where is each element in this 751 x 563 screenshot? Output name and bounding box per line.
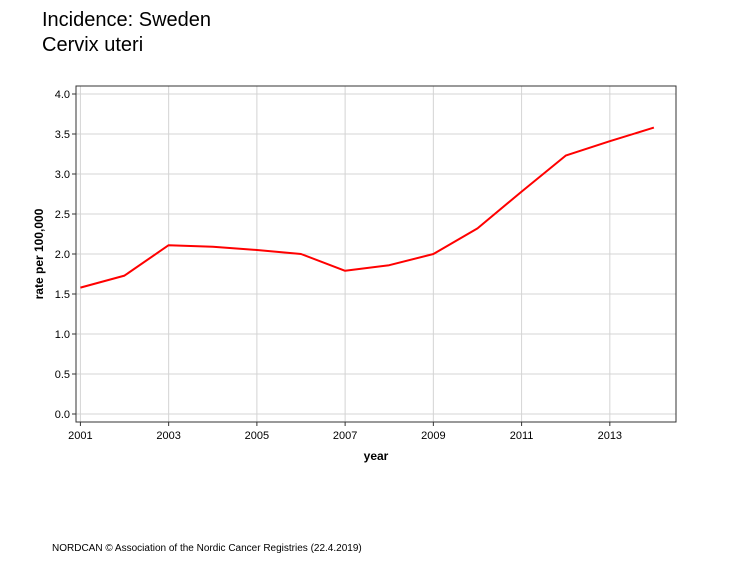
chart-title: Incidence: Sweden	[42, 9, 212, 31]
x-tick-label: 2011	[510, 430, 534, 442]
x-tick-label: 2001	[68, 430, 92, 442]
y-axis-label: rate per 100,000	[32, 208, 46, 299]
incidence-series-line	[80, 126, 655, 289]
y-tick-label: 1.5	[55, 289, 70, 301]
x-tick-label: 2003	[156, 430, 180, 442]
x-axis-label: year	[364, 449, 389, 463]
y-tick-label: 0.5	[55, 369, 70, 381]
y-tick-label: 1.0	[55, 329, 70, 341]
x-tick-label: 2013	[598, 430, 622, 442]
x-tick-label: 2009	[421, 430, 445, 442]
y-tick-label: 2.5	[55, 209, 70, 221]
tick-layer: 2001 2003 2005 2007 2009 2011 2013 0.0 0.5 1.0 1.5…	[55, 89, 622, 442]
grid	[76, 86, 676, 422]
copyright-footer: NORDCAN © Association of the Nordic Canc…	[52, 543, 362, 554]
y-tick-label: 4.0	[55, 89, 70, 101]
y-tick-label: 3.5	[55, 129, 70, 141]
chart-subtitle: Cervix uteri	[42, 34, 144, 56]
y-tick-label: 2.0	[55, 249, 70, 261]
x-tick-label: 2005	[245, 430, 269, 442]
series-layer	[80, 126, 655, 289]
y-tick-label: 3.0	[55, 169, 70, 181]
y-tick-label: 0.0	[55, 409, 70, 421]
x-tick-label: 2007	[333, 430, 357, 442]
